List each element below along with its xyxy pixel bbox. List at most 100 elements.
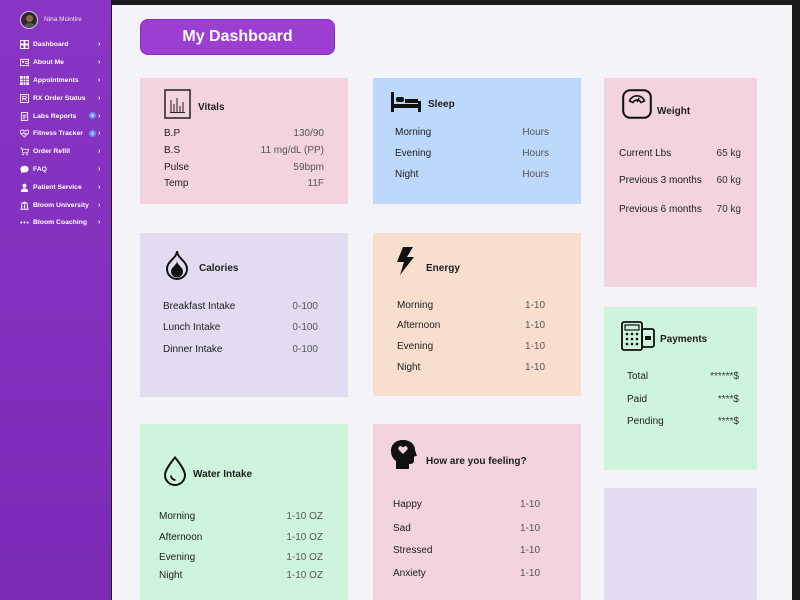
sidebar-item-label: Bloom Coaching	[33, 219, 87, 227]
row-value: 1-10 OZ	[286, 511, 323, 522]
row-value: 11F	[307, 178, 325, 189]
notification-badge: 5	[89, 112, 96, 120]
flame-icon	[164, 250, 190, 280]
row-value: 1-10	[524, 362, 545, 373]
row-label: B.S	[164, 145, 181, 156]
chevron-right-icon: ›	[98, 183, 101, 191]
row-label: Morning	[159, 511, 196, 522]
water-intake-card[interactable]: Water Intake Morning 1-10 OZ Afternoon 1…	[140, 424, 348, 600]
row-value: 1-10	[524, 341, 545, 352]
calendar-grid-icon	[20, 75, 29, 85]
energy-card[interactable]: Energy Morning 1-10 Afternoon 1-10 Eveni…	[373, 233, 581, 396]
sidebar-item-label: RX Order Status	[33, 94, 86, 102]
chevron-right-icon: ›	[98, 94, 101, 102]
sidebar-nav: Dashboard › About Me › Appointments › RX…	[0, 36, 111, 232]
empty-card	[604, 488, 757, 600]
vitals-card[interactable]: Vitals B.P 130/90 B.S 11 mg/dL (PP) Puls…	[140, 78, 348, 204]
card-title: Weight	[657, 105, 691, 117]
sidebar-item-appointments[interactable]: Appointments ›	[0, 72, 111, 90]
chart-report-icon	[164, 89, 191, 119]
row-value: 70 kg	[716, 204, 741, 215]
heart-pulse-icon	[20, 129, 29, 139]
row-label: Previous 6 months	[619, 204, 702, 215]
sleep-card[interactable]: Sleep Morning Hours Evening Hours Night …	[373, 78, 581, 204]
scale-icon	[622, 89, 652, 119]
sidebar-item-order-refill[interactable]: Order Refill ›	[0, 143, 111, 161]
row-value: Hours	[522, 169, 549, 180]
row-value: 60 kg	[716, 175, 741, 186]
sidebar-item-rx-order-status[interactable]: RX Order Status ›	[0, 89, 111, 107]
row-value: 11 mg/dL (PP)	[260, 145, 324, 156]
row-value: Hours	[522, 148, 549, 159]
sidebar-item-bloom-coaching[interactable]: Bloom Coaching ›	[0, 214, 111, 232]
row-value: 0-100	[292, 344, 318, 355]
row-label: Lunch Intake	[163, 322, 221, 333]
row-label: Evening	[397, 341, 434, 352]
row-value: 1-10	[519, 523, 540, 534]
sidebar-item-bloom-university[interactable]: Bloom University ›	[0, 196, 111, 214]
chevron-right-icon: ›	[98, 41, 101, 49]
university-icon	[20, 201, 29, 210]
chevron-right-icon: ›	[98, 148, 101, 156]
main-content: My Dashboard Vitals B.P 130/90 B.S 11 mg…	[112, 5, 792, 600]
card-title: Energy	[426, 262, 460, 274]
sidebar-item-dashboard[interactable]: Dashboard ›	[0, 36, 111, 54]
chevron-right-icon: ›	[98, 112, 101, 120]
id-card-icon	[20, 58, 29, 67]
row-label: Night	[159, 570, 183, 581]
row-value: 0-100	[292, 322, 318, 333]
row-label: Dinner Intake	[163, 344, 223, 355]
row-value: 59bpm	[293, 162, 324, 173]
row-value: 1-10	[519, 545, 540, 556]
row-value: 1-10	[519, 499, 540, 510]
sidebar-item-fitness-tracker[interactable]: Fitness Tracker 2 ›	[0, 125, 111, 143]
card-title: Calories	[199, 262, 239, 274]
row-label: Morning	[395, 127, 432, 138]
row-label: Evening	[159, 552, 196, 563]
chevron-right-icon: ›	[98, 201, 101, 209]
sidebar: Nina Mcintire Dashboard › About Me › App…	[0, 0, 111, 600]
row-label: Sad	[393, 523, 411, 534]
row-value: 1-10	[524, 320, 545, 331]
chevron-right-icon: ›	[98, 219, 101, 227]
profile[interactable]: Nina Mcintire	[0, 0, 111, 30]
lightning-bolt-icon	[395, 247, 415, 275]
row-value: 1-10 OZ	[286, 532, 323, 543]
row-value: Hours	[522, 127, 549, 138]
row-label: Current Lbs	[619, 148, 672, 159]
card-title: Payments	[660, 333, 708, 345]
sidebar-item-label: About Me	[33, 59, 64, 67]
sidebar-item-label: Fitness Tracker	[33, 130, 83, 138]
row-label: Temp	[164, 178, 189, 189]
card-title: How are you feeling?	[426, 455, 527, 467]
row-label: Afternoon	[159, 532, 203, 543]
row-value: 1-10 OZ	[286, 552, 323, 563]
payments-card[interactable]: Payments Total ******$ Paid ****$ Pendin…	[604, 307, 757, 470]
sidebar-item-label: Bloom University	[33, 201, 89, 209]
row-label: Evening	[395, 148, 432, 159]
row-label: Night	[397, 362, 421, 373]
row-label: Anxiety	[393, 568, 426, 579]
row-label: Pulse	[164, 162, 190, 173]
sidebar-item-about-me[interactable]: About Me ›	[0, 54, 111, 72]
page-title-button[interactable]: My Dashboard	[140, 19, 335, 55]
person-service-icon	[20, 183, 29, 192]
calories-card[interactable]: Calories Breakfast Intake 0-100 Lunch In…	[140, 233, 348, 397]
avatar[interactable]	[20, 10, 38, 29]
row-value: 0-100	[292, 301, 318, 312]
row-label: Happy	[393, 499, 422, 510]
row-label: Breakfast Intake	[163, 301, 236, 312]
chevron-right-icon: ›	[98, 165, 101, 173]
row-value: 1-10 OZ	[286, 570, 323, 581]
row-label: Stressed	[393, 545, 433, 556]
row-value: 1-10	[524, 300, 545, 311]
chevron-right-icon: ›	[98, 130, 101, 138]
row-label: Afternoon	[397, 320, 441, 331]
head-heart-icon	[390, 439, 418, 469]
row-value: ****$	[717, 394, 739, 405]
feeling-card[interactable]: How are you feeling? Happy 1-10 Sad 1-10…	[373, 424, 581, 600]
sidebar-item-patient-service[interactable]: Patient Service ›	[0, 178, 111, 196]
weight-card[interactable]: Weight Current Lbs 65 kg Previous 3 mont…	[604, 78, 757, 287]
sidebar-item-labs-reports[interactable]: Labs Reports 5 ›	[0, 107, 111, 125]
sidebar-item-faq[interactable]: FAQ ›	[0, 161, 111, 179]
